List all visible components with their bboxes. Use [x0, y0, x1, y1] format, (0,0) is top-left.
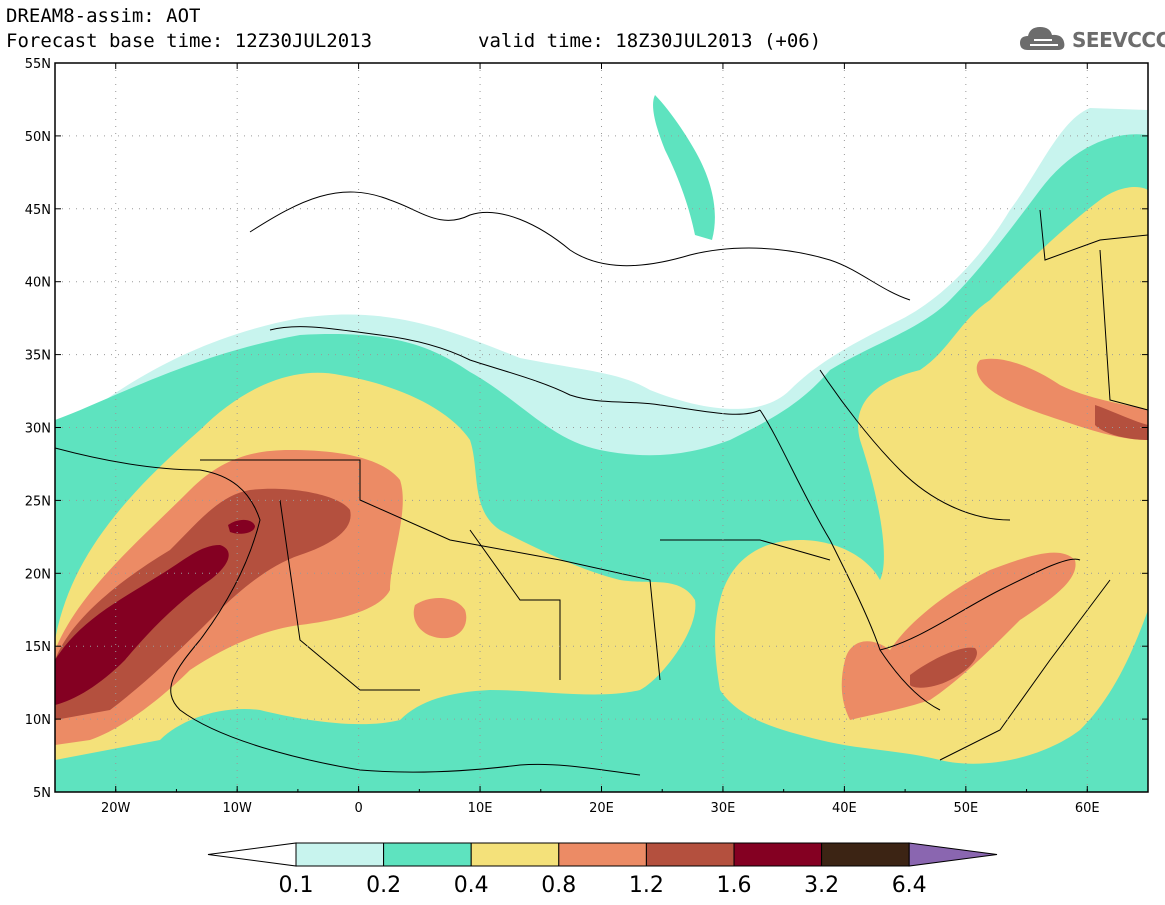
forecast-base-time: Forecast base time: 12Z30JUL2013: [6, 30, 373, 52]
aot-contour-1.6: [55, 545, 229, 705]
valid-time: valid time: 18Z30JUL2013 (+06): [478, 30, 822, 52]
longitude-labels: 20W 10W 0 10E 20E 30E 40E 50E 60E: [101, 801, 1100, 816]
colorbar-label: 0.4: [453, 873, 489, 898]
aot-contour-0.2-north: [653, 95, 715, 240]
map-title: DREAM8-assim: AOT: [6, 5, 201, 27]
colorbar-low-arrow: [207, 842, 297, 867]
colorbar-label: 3.2: [804, 873, 840, 898]
lat-label: 55N: [25, 57, 51, 72]
lon-label: 10W: [222, 801, 252, 816]
colorbar-box: [645, 842, 735, 867]
lat-label: 40N: [25, 276, 51, 291]
colorbar-label: 0.8: [541, 873, 577, 898]
lon-label: 10E: [468, 801, 493, 816]
axis-ticks: [54, 62, 1149, 793]
lat-label: 45N: [25, 203, 51, 218]
lat-lon-grid: [55, 63, 1148, 792]
colorbar-box: [295, 842, 385, 867]
lat-label: 5N: [33, 786, 51, 801]
seevccc-logo: SEEVCCC: [1018, 22, 1165, 58]
lon-label: 40E: [832, 801, 857, 816]
colorbar-label: 1.6: [716, 873, 752, 898]
lon-label: 20W: [101, 801, 131, 816]
colorbar-label: 6.4: [891, 873, 927, 898]
aot-contour-1.2-arabia: [910, 647, 978, 688]
colorbar-box: [733, 842, 823, 867]
aot-contour-0.8-b: [413, 598, 467, 639]
lat-label: 50N: [25, 130, 51, 145]
lat-label: 25N: [25, 494, 51, 509]
colorbar-label: 0.2: [366, 873, 402, 898]
latitude-labels: 55N 50N 45N 40N 35N 30N 25N 20N 15N 10N 5N: [25, 57, 51, 801]
aot-contour-0.4-east: [715, 187, 1148, 764]
colorbar-high-arrow: [908, 842, 998, 867]
aot-contour-1.6-b: [228, 519, 255, 534]
colorbar-box: [470, 842, 560, 867]
colorbar: [207, 842, 998, 867]
lat-label: 15N: [25, 640, 51, 655]
lat-label: 30N: [25, 422, 51, 437]
cloud-icon: [1020, 27, 1065, 50]
aot-contour-1.2: [55, 488, 351, 720]
colorbar-box: [821, 842, 910, 867]
logo-text: SEEVCCC: [1072, 28, 1165, 52]
colorbar-box: [383, 842, 472, 867]
aot-fields: [55, 95, 1148, 792]
lat-label: 20N: [25, 567, 51, 582]
aot-contour-1.2-iraq: [1095, 405, 1148, 440]
aot-contour-0.8-arabia: [841, 552, 1076, 720]
lat-label: 35N: [25, 349, 51, 364]
lon-label: 30E: [711, 801, 736, 816]
lon-label: 60E: [1075, 801, 1100, 816]
colorbar-label: 1.2: [628, 873, 664, 898]
lon-label: 0: [354, 801, 362, 816]
coastlines: [55, 191, 1148, 776]
colorbar-box: [558, 842, 647, 867]
colorbar-label: 0.1: [278, 873, 314, 898]
lon-label: 20E: [589, 801, 614, 816]
lat-label: 10N: [25, 713, 51, 728]
lon-label: 50E: [953, 801, 978, 816]
